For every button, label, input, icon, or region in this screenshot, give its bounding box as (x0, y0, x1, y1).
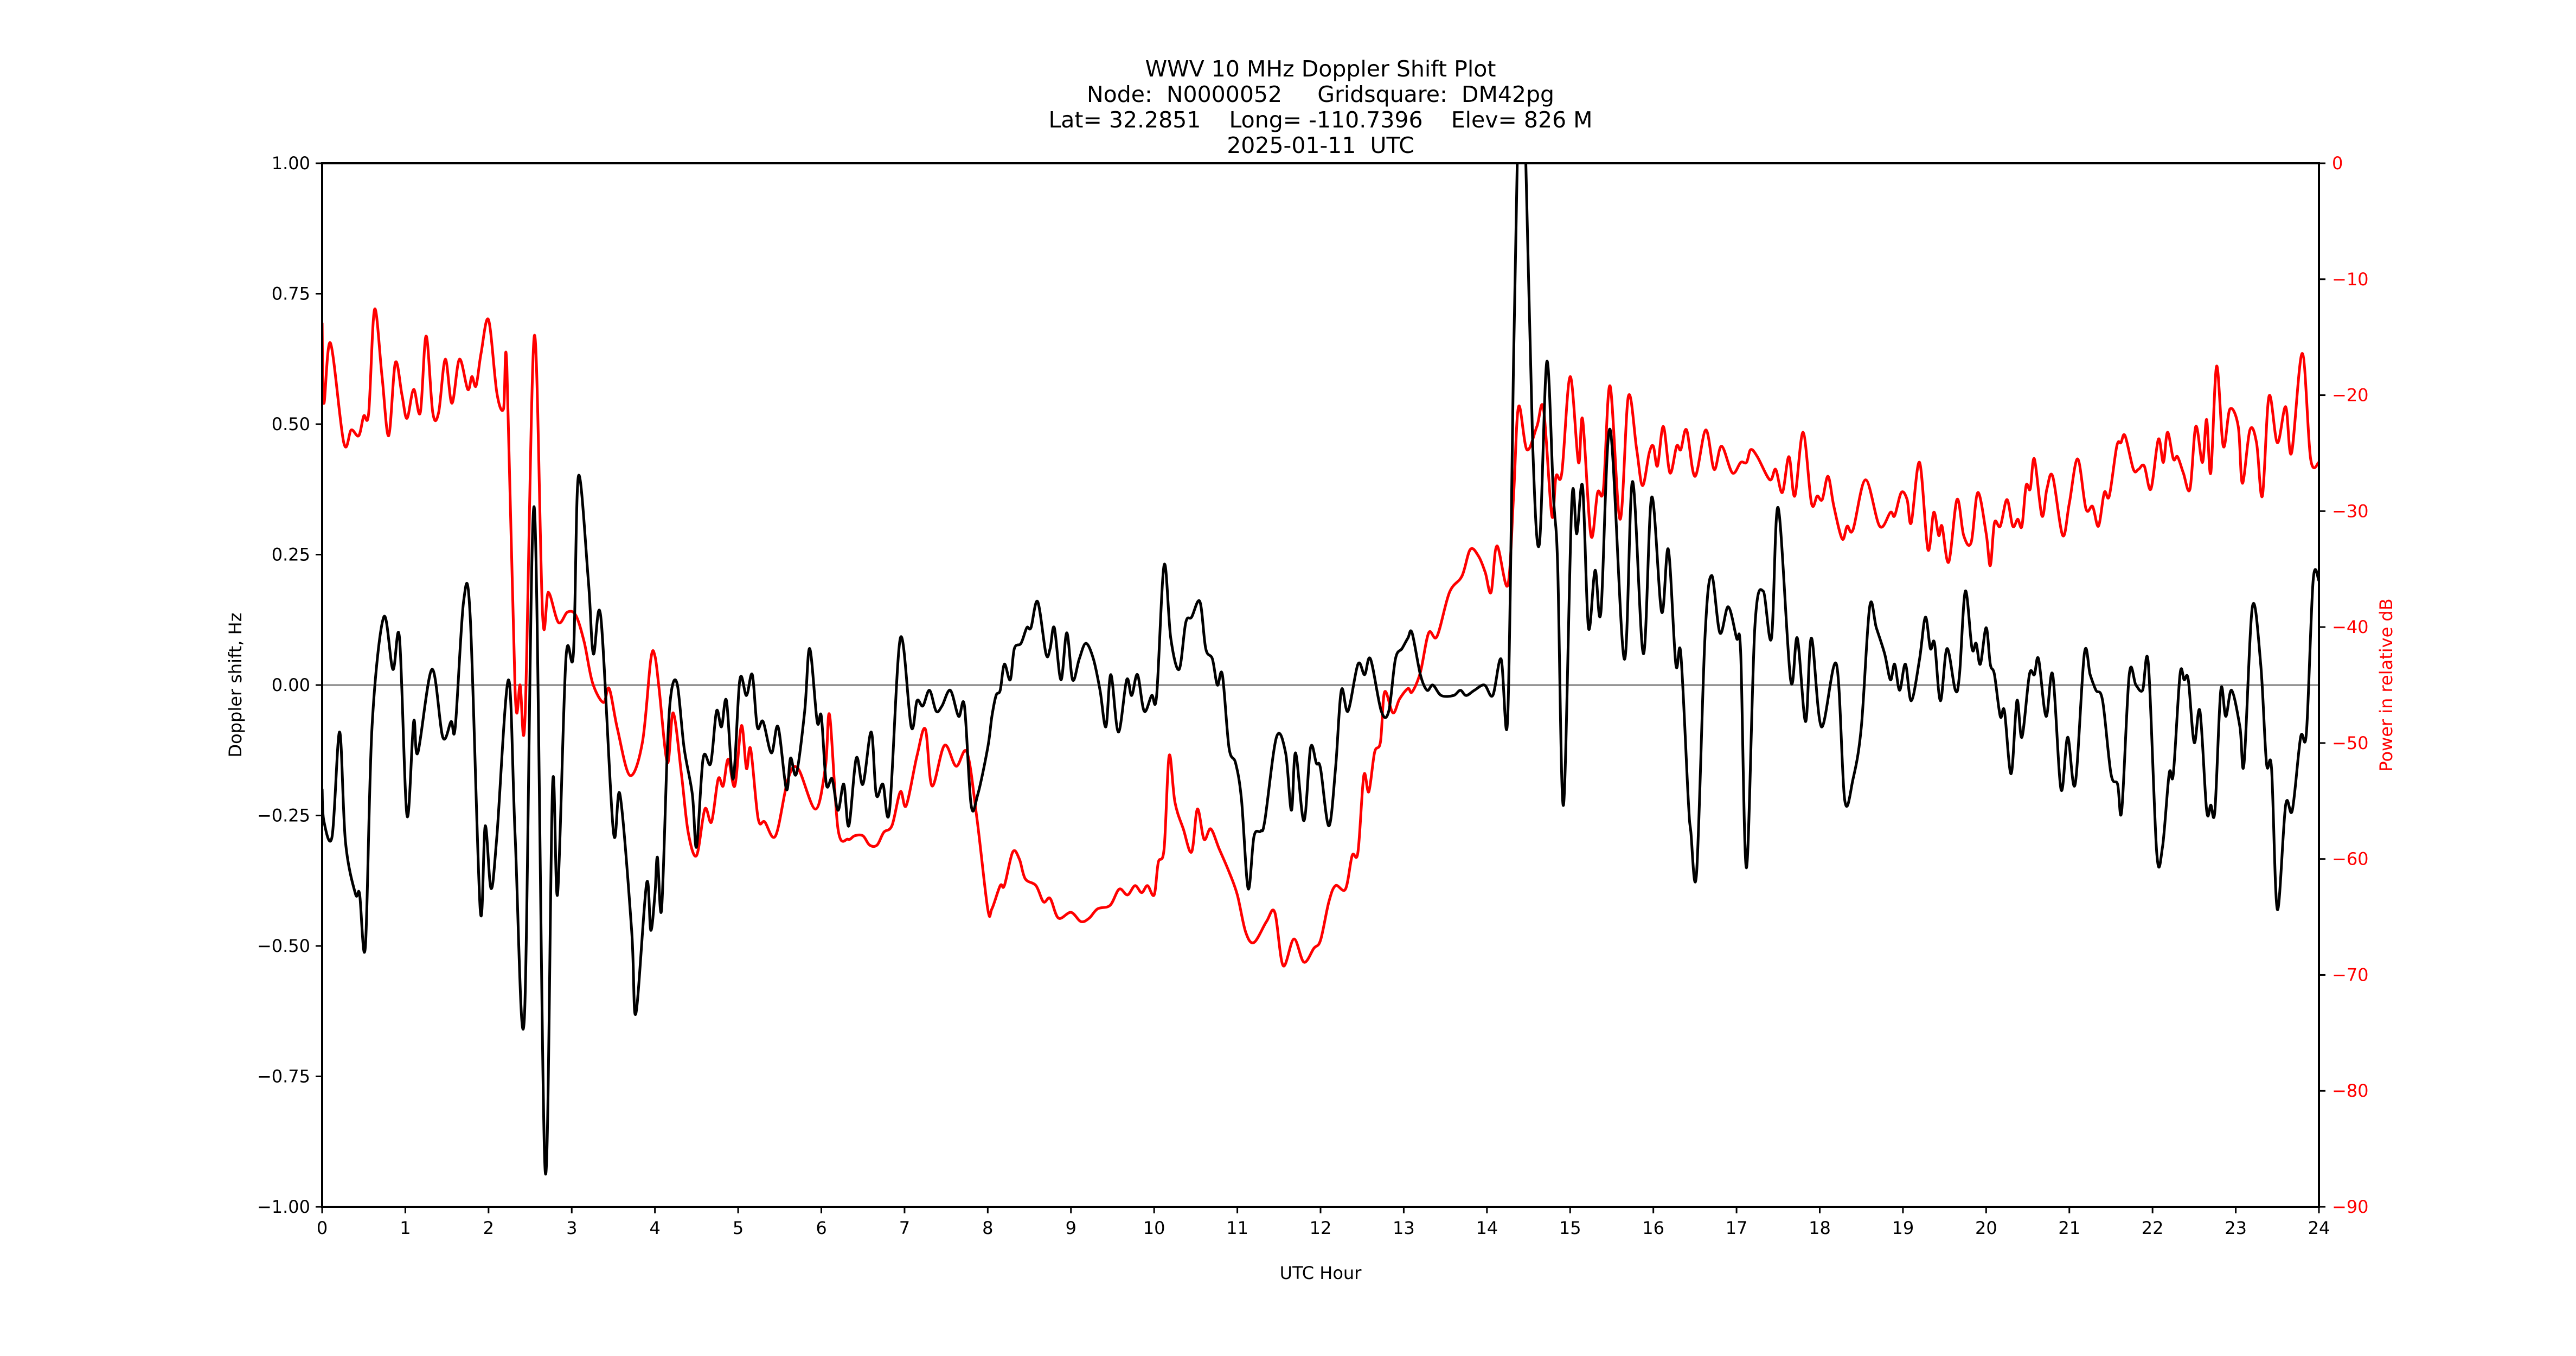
right-y-tick-label: −40 (2332, 617, 2369, 637)
left-y-axis-label: Doppler shift, Hz (225, 612, 246, 757)
chart-title: WWV 10 MHz Doppler Shift Plot (1145, 56, 1496, 82)
x-tick-label: 5 (733, 1218, 744, 1238)
right-y-tick-label: −30 (2332, 501, 2369, 521)
x-tick-label: 4 (649, 1218, 660, 1238)
x-tick-label: 3 (566, 1218, 577, 1238)
left-y-tick-label: −0.25 (257, 805, 310, 826)
x-tick-label: 8 (982, 1218, 993, 1238)
x-tick-label: 14 (1476, 1218, 1498, 1238)
chart-subtitle-node: Node: N0000052 Gridsquare: DM42pg (1086, 81, 1555, 107)
right-y-tick-label: −10 (2332, 269, 2369, 290)
left-y-tick-label: 0.50 (272, 414, 310, 434)
left-y-tick-label: 0.00 (272, 675, 310, 695)
left-y-axis-ticks: 1.00 0.75 0.50 0.25 0.00 −0.25 −0.50 −0.75 −1.00 (257, 153, 322, 1217)
right-y-tick-label: −60 (2332, 849, 2369, 869)
x-tick-label: 1 (400, 1218, 411, 1238)
x-tick-label: 16 (1642, 1218, 1664, 1238)
left-y-tick-label: −0.75 (257, 1066, 310, 1087)
left-y-tick-label: −0.50 (257, 936, 310, 956)
x-tick-label: 20 (1975, 1218, 1997, 1238)
x-tick-label: 10 (1143, 1218, 1165, 1238)
x-axis-label: UTC Hour (1280, 1263, 1362, 1283)
left-y-tick-label: 0.25 (272, 545, 310, 565)
right-y-tick-label: −90 (2332, 1197, 2369, 1217)
x-tick-label: 24 (2308, 1218, 2330, 1238)
x-tick-label: 22 (2142, 1218, 2164, 1238)
x-tick-label: 2 (483, 1218, 494, 1238)
power-series-line (322, 308, 2319, 968)
left-y-tick-label: −1.00 (257, 1197, 310, 1217)
right-y-tick-label: −20 (2332, 385, 2369, 406)
right-y-axis-ticks: 0 −10 −20 −30 −40 −50 −60 −70 −80 −90 (2319, 153, 2369, 1217)
x-tick-label: 12 (1310, 1218, 1332, 1238)
right-y-tick-label: −80 (2332, 1080, 2369, 1101)
x-tick-label: 9 (1066, 1218, 1076, 1238)
right-y-tick-label: 0 (2332, 153, 2343, 174)
x-tick-label: 0 (317, 1218, 328, 1238)
x-tick-label: 15 (1559, 1218, 1581, 1238)
chart-subtitle-location: Lat= 32.2851 Long= -110.7396 Elev= 826 M (1048, 107, 1593, 133)
x-tick-label: 13 (1393, 1218, 1415, 1238)
x-tick-label: 7 (899, 1218, 910, 1238)
x-tick-label: 6 (816, 1218, 826, 1238)
right-y-axis-label: Power in relative dB (2376, 598, 2396, 771)
x-tick-label: 17 (1726, 1218, 1748, 1238)
x-tick-label: 18 (1809, 1218, 1831, 1238)
x-tick-label: 11 (1226, 1218, 1248, 1238)
right-y-tick-label: −70 (2332, 964, 2369, 985)
chart-subtitle-date: 2025-01-11 UTC (1227, 132, 1414, 158)
series-group (322, 163, 2319, 1175)
doppler-series-line (322, 163, 2319, 1175)
x-axis-ticks: 0 1 2 3 4 5 6 7 8 9 10 11 12 13 14 15 16 17 18 19 20 21 22 23 24 (317, 1207, 2330, 1238)
x-tick-label: 21 (2058, 1218, 2080, 1238)
x-tick-label: 23 (2225, 1218, 2247, 1238)
left-y-tick-label: 0.75 (272, 284, 310, 304)
x-tick-label: 19 (1892, 1218, 1914, 1238)
left-y-tick-label: 1.00 (272, 153, 310, 174)
right-y-tick-label: −50 (2332, 733, 2369, 753)
